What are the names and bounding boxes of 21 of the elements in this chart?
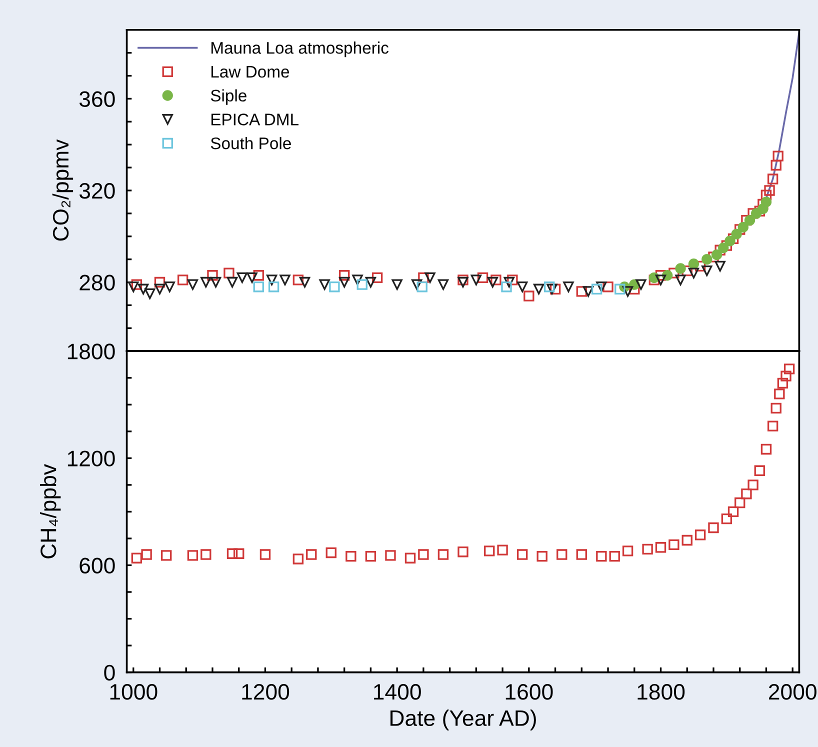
x-tick-label: 1200 — [242, 684, 290, 700]
legend-label: Mauna Loa atmospheric — [211, 42, 388, 58]
legend-label: South Pole — [210, 137, 291, 150]
x-tick-label: 1600 — [506, 684, 553, 700]
y-tick-label: 0 — [104, 664, 115, 681]
x-tick-label: 1400 — [374, 684, 421, 700]
legend-label: EPICA DML — [211, 114, 298, 126]
y-tick-label: 320 — [79, 183, 115, 199]
y-tick-label: 280 — [80, 274, 115, 291]
y-tick-label: 600 — [80, 558, 115, 574]
legend-label: Siple — [210, 89, 246, 105]
x-tick-label: 2000 — [768, 684, 816, 700]
x-tick-label: 1800 — [638, 684, 685, 700]
x-axis-title: Date (Year AD) — [390, 710, 536, 730]
y-axis-title: CO₂/ppmv — [52, 139, 74, 241]
y-tick-label: 1200 — [68, 450, 115, 466]
x-tick-label: 1000 — [110, 684, 158, 700]
y-tick-label: 1800 — [68, 344, 115, 360]
legend-label: Law Dome — [211, 66, 290, 78]
y-tick-label: 360 — [79, 91, 115, 107]
y-axis-title: CH₄/ppbv — [40, 464, 61, 558]
